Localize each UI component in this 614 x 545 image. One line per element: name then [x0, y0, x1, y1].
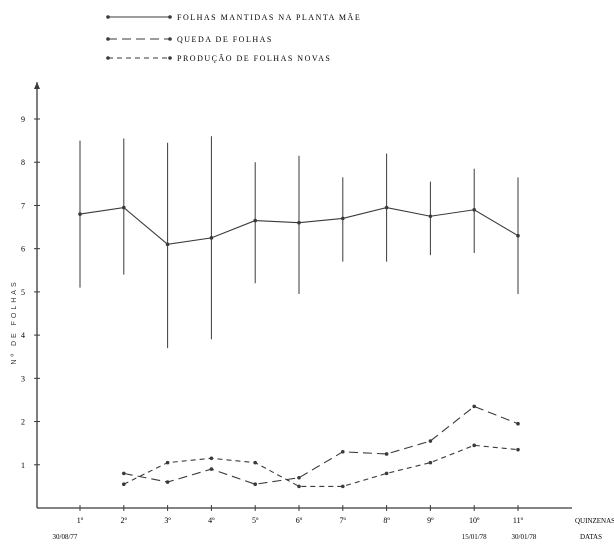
x-tick-label: 8º — [383, 516, 390, 525]
data-point — [385, 452, 389, 456]
series-line-1 — [124, 406, 518, 484]
y-tick-label: 2 — [21, 418, 25, 427]
data-point — [429, 461, 433, 465]
y-tick-label: 8 — [21, 158, 25, 167]
legend-marker — [106, 56, 110, 60]
y-tick-label: 5 — [21, 288, 25, 297]
x-tick-label: 10º — [469, 516, 480, 525]
data-point — [385, 206, 389, 210]
data-point — [472, 444, 476, 448]
date-label: 30/01/78 — [512, 533, 537, 541]
x-tick-label: 4º — [208, 516, 215, 525]
legend-marker — [106, 15, 110, 19]
data-point — [516, 448, 520, 452]
date-label: 30/08/77 — [53, 533, 78, 541]
x-tick-label: 11º — [513, 516, 524, 525]
y-axis-arrow-icon — [34, 82, 40, 89]
legend-label-0: FOLHAS MANTIDAS NA PLANTA MÃE — [177, 12, 361, 22]
y-tick-label: 9 — [21, 115, 25, 124]
legend-label-2: PRODUÇÃO DE FOLHAS NOVAS — [177, 53, 331, 63]
series-line-2 — [124, 445, 518, 486]
data-point — [385, 472, 389, 476]
x-tick-label: 7º — [340, 516, 347, 525]
data-point — [297, 221, 301, 225]
data-point — [122, 206, 126, 210]
legend-marker — [168, 56, 172, 60]
x-tick-label: 1º — [77, 516, 84, 525]
x-axis-label-dates: DATAS — [580, 533, 602, 541]
data-point — [429, 439, 433, 443]
data-point — [253, 482, 257, 486]
data-point — [78, 212, 82, 216]
data-point — [122, 482, 126, 486]
data-point — [210, 236, 214, 240]
legend-label-1: QUEDA DE FOLHAS — [177, 35, 273, 44]
y-tick-label: 7 — [21, 201, 25, 210]
data-point — [341, 217, 345, 221]
data-point — [341, 450, 345, 454]
data-point — [516, 422, 520, 426]
data-point — [516, 234, 520, 238]
data-point — [253, 219, 257, 223]
data-point — [122, 472, 126, 476]
legend-marker — [168, 15, 172, 19]
data-point — [166, 480, 170, 484]
data-point — [297, 476, 301, 480]
legend: FOLHAS MANTIDAS NA PLANTA MÃE QUEDA DE FO… — [106, 12, 361, 63]
y-tick-label: 6 — [21, 245, 25, 254]
x-tick-label: 6º — [296, 516, 303, 525]
data-point — [472, 208, 476, 212]
x-axis-label: QUINZENAS — [575, 517, 614, 525]
legend-marker — [168, 37, 172, 41]
legend-marker — [106, 37, 110, 41]
x-tick-label: 3º — [164, 516, 171, 525]
data-point — [429, 214, 433, 218]
data-point — [472, 405, 476, 409]
data-point — [253, 461, 257, 465]
data-point — [341, 485, 345, 489]
axes: 1 2 3 4 5 6 7 8 9 Nº DE FOLHAS 1º 2º 3º 4º 5º 6º 7º 8º 9º 1… — [11, 82, 614, 541]
y-tick-label: 3 — [21, 374, 25, 383]
x-tick-label: 9º — [427, 516, 434, 525]
x-tick-label: 2º — [121, 516, 128, 525]
plot-area — [78, 136, 520, 488]
y-tick-label: 4 — [21, 331, 25, 340]
y-axis-label: Nº DE FOLHAS — [11, 279, 18, 364]
date-label: 15/01/78 — [462, 533, 487, 541]
data-point — [166, 461, 170, 465]
data-point — [297, 485, 301, 489]
y-tick-label: 1 — [21, 461, 25, 470]
data-point — [210, 467, 214, 471]
x-tick-label: 5º — [252, 516, 259, 525]
data-point — [166, 243, 170, 247]
data-point — [210, 456, 214, 460]
